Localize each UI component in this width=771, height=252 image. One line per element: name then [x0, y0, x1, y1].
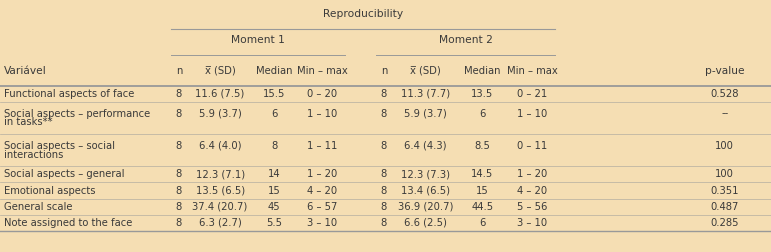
Text: 0 – 20: 0 – 20: [307, 89, 338, 99]
Text: 45: 45: [268, 202, 281, 212]
Text: Variável: Variável: [4, 66, 46, 76]
Text: 0.487: 0.487: [711, 202, 739, 212]
Text: 1 – 10: 1 – 10: [517, 109, 547, 118]
Text: 11.3 (7.7): 11.3 (7.7): [401, 89, 449, 99]
Text: 8: 8: [271, 141, 278, 151]
Text: 13.5: 13.5: [471, 89, 493, 99]
Text: 8: 8: [176, 218, 182, 228]
Text: 8: 8: [381, 109, 387, 118]
Text: Emotional aspects: Emotional aspects: [4, 185, 96, 196]
Text: Note assigned to the face: Note assigned to the face: [4, 218, 133, 228]
Text: 8: 8: [381, 141, 387, 151]
Text: 5.9 (3.7): 5.9 (3.7): [199, 109, 241, 118]
Text: 8: 8: [381, 185, 387, 196]
Text: 15: 15: [268, 185, 281, 196]
Text: Moment 2: Moment 2: [439, 35, 493, 45]
Text: 4 – 20: 4 – 20: [307, 185, 338, 196]
Text: 14.5: 14.5: [471, 169, 493, 179]
Text: in tasks**: in tasks**: [4, 117, 52, 127]
Text: Median: Median: [464, 66, 500, 76]
Text: 36.9 (20.7): 36.9 (20.7): [398, 202, 453, 212]
Text: 6 – 57: 6 – 57: [307, 202, 338, 212]
Text: 44.5: 44.5: [471, 202, 493, 212]
Text: interactions: interactions: [4, 150, 63, 160]
Text: n: n: [176, 66, 182, 76]
Text: 8.5: 8.5: [474, 141, 490, 151]
Text: 12.3 (7.3): 12.3 (7.3): [401, 169, 449, 179]
Text: 37.4 (20.7): 37.4 (20.7): [193, 202, 247, 212]
Text: 8: 8: [176, 89, 182, 99]
Text: 8: 8: [381, 202, 387, 212]
Text: 1 – 10: 1 – 10: [307, 109, 338, 118]
Text: 8: 8: [381, 89, 387, 99]
Text: 15: 15: [476, 185, 489, 196]
Text: 0 – 11: 0 – 11: [517, 141, 547, 151]
Text: 3 – 10: 3 – 10: [307, 218, 338, 228]
Text: 0.528: 0.528: [711, 89, 739, 99]
Text: 1 – 11: 1 – 11: [307, 141, 338, 151]
Text: 15.5: 15.5: [263, 89, 285, 99]
Text: 6.4 (4.3): 6.4 (4.3): [404, 141, 446, 151]
Text: 8: 8: [176, 169, 182, 179]
Text: 6: 6: [271, 109, 278, 118]
Text: 5 – 56: 5 – 56: [517, 202, 547, 212]
Text: 6: 6: [479, 109, 486, 118]
Text: Social aspects – general: Social aspects – general: [4, 169, 124, 179]
Text: 8: 8: [176, 185, 182, 196]
Text: 13.5 (6.5): 13.5 (6.5): [196, 185, 244, 196]
Text: 8: 8: [176, 109, 182, 118]
Text: 100: 100: [715, 169, 734, 179]
Text: Social aspects – social: Social aspects – social: [4, 141, 115, 151]
Text: 1 – 20: 1 – 20: [307, 169, 338, 179]
Text: Min – max: Min – max: [297, 66, 348, 76]
Text: 8: 8: [381, 218, 387, 228]
Text: 1 – 20: 1 – 20: [517, 169, 547, 179]
Text: 14: 14: [268, 169, 281, 179]
Text: Moment 1: Moment 1: [231, 35, 285, 45]
Text: 6.6 (2.5): 6.6 (2.5): [404, 218, 446, 228]
Text: 11.6 (7.5): 11.6 (7.5): [196, 89, 244, 99]
Text: x̅ (SD): x̅ (SD): [205, 66, 235, 76]
Text: 0 – 21: 0 – 21: [517, 89, 547, 99]
Text: 13.4 (6.5): 13.4 (6.5): [401, 185, 449, 196]
Text: n: n: [381, 66, 387, 76]
Text: 0.285: 0.285: [711, 218, 739, 228]
Text: 5.5: 5.5: [266, 218, 282, 228]
Text: Min – max: Min – max: [507, 66, 557, 76]
Text: 6.4 (4.0): 6.4 (4.0): [199, 141, 241, 151]
Text: Median: Median: [256, 66, 292, 76]
Text: p-value: p-value: [705, 66, 745, 76]
Text: x̅ (SD): x̅ (SD): [410, 66, 440, 76]
Text: 8: 8: [381, 169, 387, 179]
Text: Social aspects – performance: Social aspects – performance: [4, 109, 150, 118]
Text: 8: 8: [176, 202, 182, 212]
Text: 6.3 (2.7): 6.3 (2.7): [199, 218, 241, 228]
Text: 8: 8: [176, 141, 182, 151]
Text: Functional aspects of face: Functional aspects of face: [4, 89, 134, 99]
Text: 6: 6: [479, 218, 486, 228]
Text: 0.351: 0.351: [711, 185, 739, 196]
Text: Reproducibility: Reproducibility: [323, 9, 403, 19]
Text: 100: 100: [715, 141, 734, 151]
Text: 5.9 (3.7): 5.9 (3.7): [404, 109, 446, 118]
Text: General scale: General scale: [4, 202, 72, 212]
Text: 12.3 (7.1): 12.3 (7.1): [196, 169, 244, 179]
Text: 4 – 20: 4 – 20: [517, 185, 547, 196]
Text: --: --: [721, 109, 729, 118]
Text: 3 – 10: 3 – 10: [517, 218, 547, 228]
